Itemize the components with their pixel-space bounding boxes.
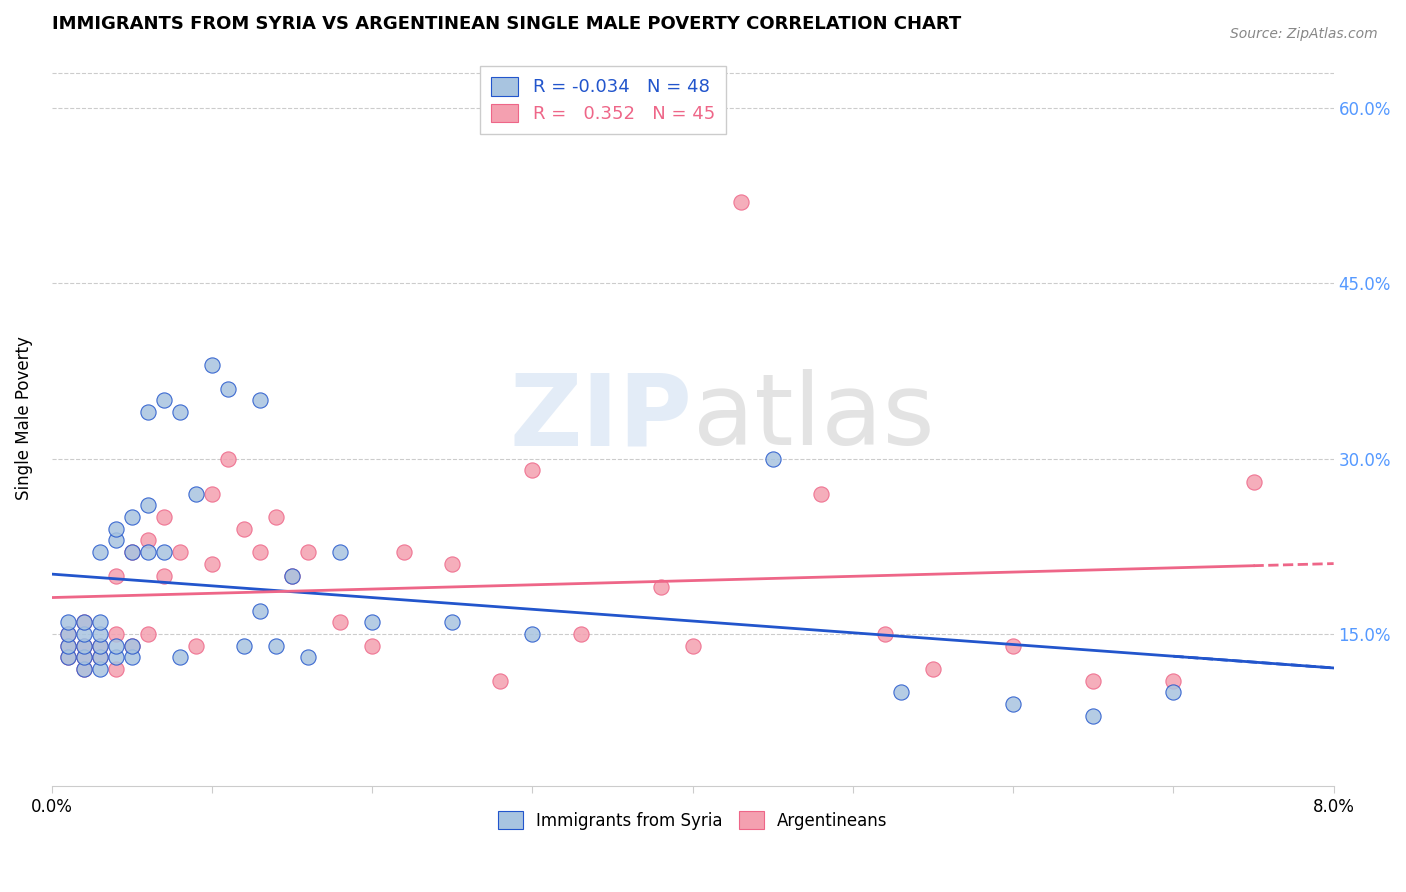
Point xyxy=(890,685,912,699)
Point xyxy=(56,627,79,641)
Point xyxy=(73,662,96,676)
Text: IMMIGRANTS FROM SYRIA VS ARGENTINEAN SINGLE MALE POVERTY CORRELATION CHART: IMMIGRANTS FROM SYRIA VS ARGENTINEAN SIN… xyxy=(52,15,960,33)
Point xyxy=(329,615,352,630)
Point xyxy=(104,533,127,548)
Point xyxy=(121,545,143,559)
Point xyxy=(1083,673,1105,688)
Point xyxy=(73,650,96,665)
Text: ZIP: ZIP xyxy=(510,369,693,467)
Point xyxy=(73,615,96,630)
Point xyxy=(73,662,96,676)
Point xyxy=(73,627,96,641)
Point xyxy=(730,194,752,209)
Point xyxy=(89,650,111,665)
Point xyxy=(201,358,224,372)
Point xyxy=(297,545,319,559)
Point xyxy=(361,615,384,630)
Point xyxy=(184,639,207,653)
Point xyxy=(441,615,464,630)
Point xyxy=(1163,685,1185,699)
Point xyxy=(233,522,256,536)
Point xyxy=(281,568,304,582)
Point xyxy=(121,639,143,653)
Point xyxy=(121,545,143,559)
Point xyxy=(169,405,191,419)
Point xyxy=(89,627,111,641)
Point xyxy=(153,510,176,524)
Point xyxy=(121,650,143,665)
Point xyxy=(1243,475,1265,489)
Point xyxy=(217,451,239,466)
Point xyxy=(922,662,945,676)
Point xyxy=(104,522,127,536)
Point xyxy=(201,487,224,501)
Point xyxy=(73,650,96,665)
Point xyxy=(394,545,416,559)
Point xyxy=(121,510,143,524)
Point xyxy=(104,627,127,641)
Point xyxy=(249,545,271,559)
Point xyxy=(264,639,287,653)
Point xyxy=(56,650,79,665)
Point xyxy=(104,650,127,665)
Text: atlas: atlas xyxy=(693,369,935,467)
Point xyxy=(136,533,159,548)
Point xyxy=(73,615,96,630)
Point xyxy=(104,662,127,676)
Point xyxy=(297,650,319,665)
Point xyxy=(169,545,191,559)
Point xyxy=(89,615,111,630)
Point xyxy=(89,639,111,653)
Point xyxy=(281,568,304,582)
Point xyxy=(56,615,79,630)
Point xyxy=(56,627,79,641)
Point xyxy=(650,580,672,594)
Point xyxy=(73,639,96,653)
Legend: Immigrants from Syria, Argentineans: Immigrants from Syria, Argentineans xyxy=(491,805,894,837)
Point xyxy=(810,487,832,501)
Point xyxy=(249,603,271,617)
Point xyxy=(217,382,239,396)
Point xyxy=(73,639,96,653)
Point xyxy=(361,639,384,653)
Point xyxy=(682,639,704,653)
Point xyxy=(89,662,111,676)
Point xyxy=(1002,697,1025,711)
Point xyxy=(153,568,176,582)
Y-axis label: Single Male Poverty: Single Male Poverty xyxy=(15,336,32,500)
Point xyxy=(762,451,785,466)
Point xyxy=(89,639,111,653)
Point xyxy=(89,650,111,665)
Point xyxy=(873,627,896,641)
Point xyxy=(489,673,512,688)
Point xyxy=(249,393,271,408)
Point xyxy=(1163,673,1185,688)
Point xyxy=(136,405,159,419)
Point xyxy=(1002,639,1025,653)
Point xyxy=(169,650,191,665)
Point xyxy=(153,545,176,559)
Point xyxy=(136,545,159,559)
Point xyxy=(569,627,592,641)
Text: Source: ZipAtlas.com: Source: ZipAtlas.com xyxy=(1230,27,1378,41)
Point xyxy=(233,639,256,653)
Point xyxy=(56,650,79,665)
Point xyxy=(136,499,159,513)
Point xyxy=(136,627,159,641)
Point xyxy=(56,639,79,653)
Point xyxy=(153,393,176,408)
Point xyxy=(522,627,544,641)
Point xyxy=(89,545,111,559)
Point xyxy=(104,568,127,582)
Point xyxy=(1083,708,1105,723)
Point xyxy=(56,639,79,653)
Point xyxy=(264,510,287,524)
Point xyxy=(522,463,544,477)
Point xyxy=(329,545,352,559)
Point xyxy=(184,487,207,501)
Point xyxy=(121,639,143,653)
Point xyxy=(104,639,127,653)
Point xyxy=(201,557,224,571)
Point xyxy=(441,557,464,571)
